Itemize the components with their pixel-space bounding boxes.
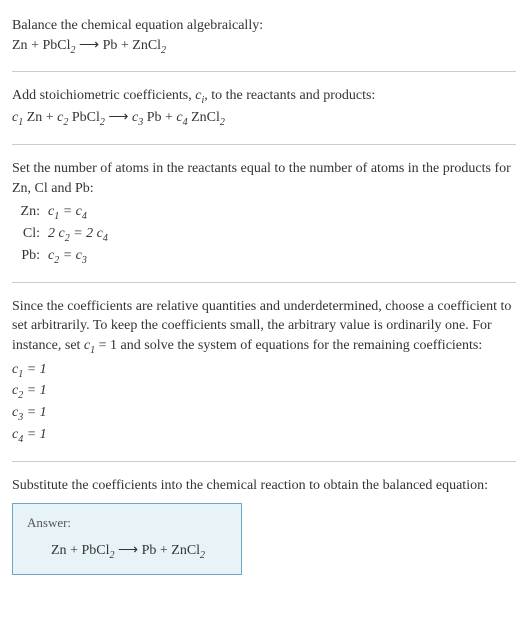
divider-2 [12, 144, 516, 145]
section-final: Substitute the coefficients into the che… [12, 468, 516, 584]
answer-label: Answer: [27, 514, 227, 532]
se-sp1: Zn + [23, 110, 57, 125]
eq-rhs2a: ZnCl [132, 38, 161, 53]
table-row: Zn: c1 = c4 [12, 202, 516, 224]
coef-line: c3 = 1 [12, 403, 516, 425]
row-label: Cl: [12, 224, 48, 246]
answer-box: Answer: Zn + PbCl2 ⟶ Pb + ZnCl2 [12, 503, 242, 575]
eq-rhs1: Pb [103, 38, 118, 53]
eq-lhs2a: PbCl [42, 38, 70, 53]
divider-3 [12, 282, 516, 283]
header-equation: Zn + PbCl2 ⟶ Pb + ZnCl2 [12, 36, 516, 58]
eq-rhs2-sub: 2 [161, 44, 166, 55]
eq-lhs1: Zn [12, 38, 28, 53]
coef-line: c2 = 1 [12, 381, 516, 403]
solve-eq1: = 1 [95, 338, 117, 353]
stoich-text: Add stoichiometric coefficients, ci, to … [12, 86, 516, 108]
divider-4 [12, 461, 516, 462]
answer-equation: Zn + PbCl2 ⟶ Pb + ZnCl2 [27, 541, 227, 563]
ae-rhs1: Pb [142, 543, 157, 558]
row-eq: 2 c2 = 2 c4 [48, 224, 108, 246]
stoich-text-b: , to the reactants and products: [204, 88, 375, 103]
ae-arrow: ⟶ [114, 543, 141, 558]
row-label: Pb: [12, 246, 48, 268]
section-stoich: Add stoichiometric coefficients, ci, to … [12, 78, 516, 138]
table-row: Pb: c2 = c3 [12, 246, 516, 268]
divider-1 [12, 71, 516, 72]
solve-text: Since the coefficients are relative quan… [12, 297, 516, 358]
se-sp4s: 2 [220, 117, 225, 128]
ae-plus2: + [156, 543, 171, 558]
eq-arrow: ⟶ [75, 38, 102, 53]
eq-plus2: + [117, 38, 132, 53]
row-eq: c2 = c3 [48, 246, 87, 268]
stoich-text-a: Add stoichiometric coefficients, [12, 88, 195, 103]
atoms-table: Zn: c1 = c4 Cl: 2 c2 = 2 c4 Pb: c2 = c3 [12, 202, 516, 267]
header-title: Balance the chemical equation algebraica… [12, 16, 516, 36]
coef-list: c1 = 1 c2 = 1 c3 = 1 c4 = 1 [12, 360, 516, 447]
final-text: Substitute the coefficients into the che… [12, 476, 516, 496]
solve-text-b: and solve the system of equations for th… [117, 338, 482, 353]
coef-line: c4 = 1 [12, 425, 516, 447]
se-sp4: ZnCl [188, 110, 220, 125]
section-solve: Since the coefficients are relative quan… [12, 289, 516, 455]
row-label: Zn: [12, 202, 48, 224]
ae-lhs2a: PbCl [81, 543, 109, 558]
ae-plus1: + [67, 543, 82, 558]
coef-line: c1 = 1 [12, 360, 516, 382]
row-eq: c1 = c4 [48, 202, 87, 224]
ae-rhs2a: ZnCl [171, 543, 200, 558]
ae-rhs2s: 2 [200, 549, 205, 560]
stoich-equation: c1 Zn + c2 PbCl2 ⟶ c3 Pb + c4 ZnCl2 [12, 108, 516, 130]
eq-plus1: + [28, 38, 43, 53]
se-arrow: ⟶ [105, 110, 132, 125]
atoms-text: Set the number of atoms in the reactants… [12, 159, 516, 198]
ae-lhs1: Zn [51, 543, 67, 558]
section-header: Balance the chemical equation algebraica… [12, 8, 516, 65]
se-sp3: Pb + [143, 110, 176, 125]
se-sp2: PbCl [68, 110, 100, 125]
section-atoms: Set the number of atoms in the reactants… [12, 151, 516, 276]
table-row: Cl: 2 c2 = 2 c4 [12, 224, 516, 246]
